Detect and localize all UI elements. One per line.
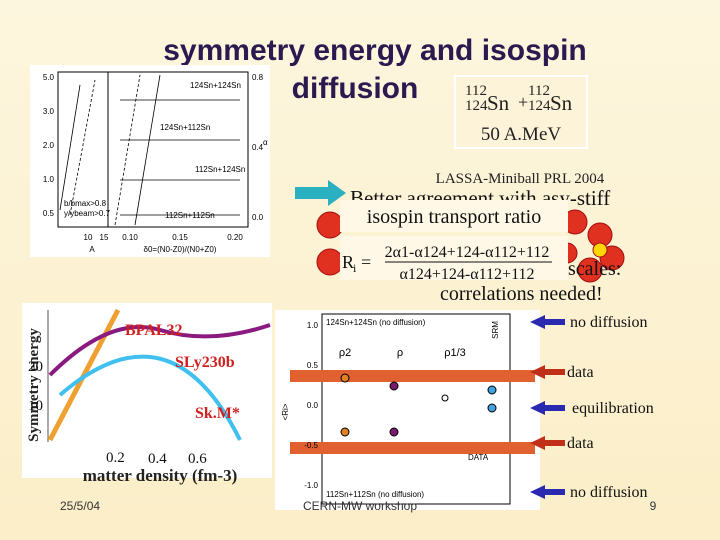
top-plot: 5.0 3.0 2.0 1.0 0.5 0.8 0.4 0.0 10 15 0.10 0.15 0.20… bbox=[30, 65, 270, 257]
curve-label: 112Sn+124Sn bbox=[195, 165, 245, 174]
ri-plot: 1.0 0.5 0.0 -0.5 -1.0 <Ri> 124Sn+124Sn (no dif… bbox=[275, 310, 540, 510]
plus: + bbox=[518, 92, 528, 112]
tick: 0.0 bbox=[252, 213, 264, 222]
formula-lhs: R bbox=[342, 252, 354, 272]
arrow bbox=[530, 436, 565, 450]
plot-frame bbox=[321, 313, 511, 505]
side-label: equilibration bbox=[572, 400, 654, 417]
arrow bbox=[530, 485, 565, 499]
density-plot: Symmetry energy BPAL32 SLy230b Sk.M* 20 … bbox=[22, 303, 272, 478]
x-label: matter density (fm-3) bbox=[83, 466, 238, 485]
footer-event: CERN-MW workshop bbox=[303, 499, 417, 513]
ratio-title-box bbox=[340, 200, 568, 232]
mass: 124 bbox=[528, 98, 551, 114]
mass: 124 bbox=[465, 98, 488, 114]
mass: 112 bbox=[528, 83, 550, 99]
tick: 0.4 bbox=[148, 451, 167, 467]
caption: 112Sn+112Sn (no diffusion) bbox=[326, 490, 424, 499]
formula-eq: = bbox=[361, 252, 371, 272]
tick: 0.5 bbox=[43, 209, 55, 218]
arrow bbox=[530, 315, 565, 329]
element: Sn bbox=[550, 91, 573, 115]
side-label: SRM bbox=[491, 321, 500, 339]
tick: 15 bbox=[100, 233, 109, 242]
plot-bg bbox=[30, 65, 270, 257]
plot-bg bbox=[275, 310, 540, 510]
tick: 0.0 bbox=[307, 401, 319, 410]
tick: 0.20 bbox=[227, 233, 243, 242]
reaction: 112 124 Sn + 112 124 Sn bbox=[465, 83, 573, 115]
formula-num: 2α1-α124+124-α112+112 bbox=[385, 244, 550, 261]
tick: 0.4 bbox=[252, 143, 264, 152]
arrow bbox=[530, 365, 565, 379]
title: diffusion bbox=[292, 72, 419, 105]
arrow bbox=[295, 180, 346, 206]
energy: 50 A.MeV bbox=[481, 124, 562, 145]
band bbox=[290, 370, 535, 382]
note: correlations needed! bbox=[440, 283, 603, 305]
footer-date: 25/5/04 bbox=[60, 499, 100, 513]
curve-label: SLy230b bbox=[175, 354, 235, 371]
column-label: ρ2 bbox=[339, 347, 351, 359]
legend: b/bmax>0.8 bbox=[64, 199, 107, 208]
tick: 1.0 bbox=[43, 175, 55, 184]
ratio-title: isospin transport ratio bbox=[367, 206, 541, 228]
formula-den: α124+124-α112+112 bbox=[400, 266, 535, 283]
points bbox=[340, 373, 497, 437]
side-label: no diffusion bbox=[570, 484, 647, 501]
tick: 0.6 bbox=[188, 451, 207, 467]
tick: 0.5 bbox=[307, 361, 319, 370]
tick: 5.0 bbox=[43, 73, 55, 82]
right-label: α bbox=[263, 138, 268, 147]
tick: 20 bbox=[28, 359, 43, 375]
tick: 2.0 bbox=[43, 141, 55, 150]
x-label: δ0=(N0-Z0)/(N0+Z0) bbox=[144, 245, 217, 254]
title: symmetry energy and isospin bbox=[163, 34, 587, 67]
tick: 0.10 bbox=[122, 233, 138, 242]
curve-label: 124Sn+112Sn bbox=[160, 123, 210, 132]
side-label: DATA bbox=[468, 453, 489, 462]
side-label: data bbox=[567, 364, 594, 381]
tick: 0.15 bbox=[172, 233, 188, 242]
column-label: ρ1/3 bbox=[444, 347, 466, 359]
tick: -1.0 bbox=[304, 481, 318, 490]
caption: 124Sn+124Sn (no diffusion) bbox=[326, 318, 426, 327]
y-label: <Ri> bbox=[281, 403, 290, 420]
y-label: Symmetry energy bbox=[26, 328, 42, 442]
curve bbox=[58, 354, 242, 441]
tick: 10 bbox=[28, 398, 43, 414]
curve-label: BPAL32 bbox=[125, 322, 182, 339]
side-label: data bbox=[567, 435, 594, 452]
tick: 10 bbox=[84, 233, 93, 242]
column-label: ρ bbox=[397, 347, 403, 359]
element: Sn bbox=[487, 91, 510, 115]
side-label: no diffusion bbox=[570, 314, 647, 331]
note: scales: bbox=[568, 258, 621, 280]
tick: 1.0 bbox=[307, 321, 319, 330]
legend: y/ybeam>0.7 bbox=[64, 209, 111, 218]
arrow bbox=[530, 401, 565, 415]
curve-label: 124Sn+124Sn bbox=[190, 81, 241, 90]
tick: -0.5 bbox=[304, 441, 318, 450]
plot-frame bbox=[57, 71, 249, 228]
x-label: A bbox=[89, 245, 95, 254]
tick: 0.8 bbox=[252, 73, 264, 82]
reference: LASSA-Miniball PRL 2004 bbox=[436, 171, 605, 187]
lines bbox=[59, 74, 240, 226]
page-number: 9 bbox=[650, 499, 657, 513]
formula-sub: i bbox=[353, 261, 357, 275]
tick: 3.0 bbox=[43, 107, 55, 116]
reaction-box bbox=[454, 75, 588, 149]
curve bbox=[48, 323, 271, 377]
curve-label: Sk.M* bbox=[195, 405, 240, 422]
flower-decoration bbox=[316, 209, 625, 283]
mass: 112 bbox=[465, 83, 487, 99]
curve-label: 112Sn+112Sn bbox=[165, 211, 215, 220]
band bbox=[290, 442, 535, 454]
formula-box bbox=[340, 236, 568, 280]
tick: 0.2 bbox=[106, 450, 125, 466]
